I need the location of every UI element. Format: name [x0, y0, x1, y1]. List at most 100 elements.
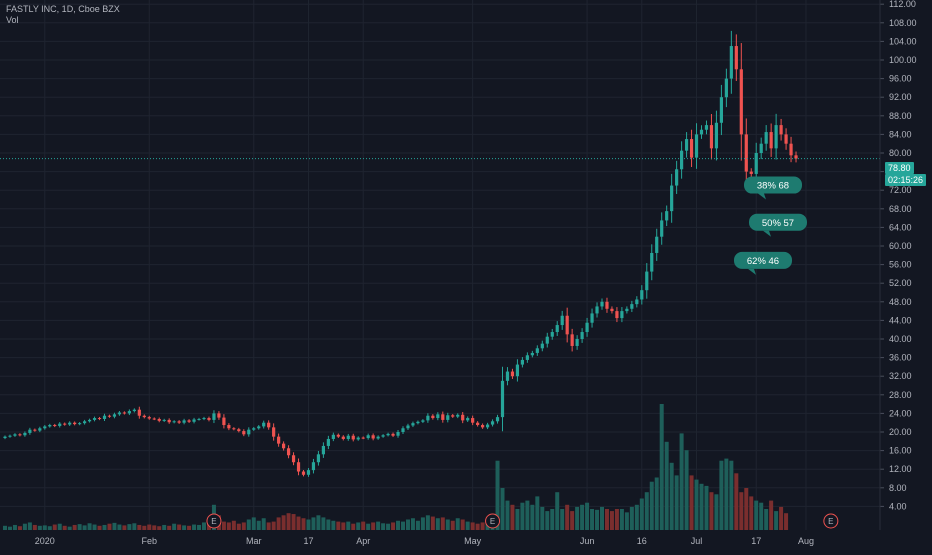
volume-bar: [127, 524, 132, 530]
volume-bar: [356, 522, 361, 530]
candle-body: [590, 313, 594, 323]
candle-body: [92, 418, 97, 420]
earnings-label: E: [490, 517, 495, 526]
candle-body: [555, 325, 559, 333]
volume-bar: [286, 513, 291, 530]
candle-body: [401, 428, 405, 432]
annotation-pointer: [748, 268, 756, 275]
volume-bar: [231, 520, 236, 530]
volume-bar: [590, 509, 595, 530]
candle-body: [38, 428, 42, 431]
earnings-marker[interactable]: E: [823, 513, 839, 529]
volume-bar: [92, 524, 97, 530]
candle-body: [436, 414, 440, 419]
volume-bar: [585, 502, 590, 530]
volume-bar: [624, 512, 629, 530]
candle-body: [759, 143, 763, 153]
volume-bar: [187, 525, 192, 530]
volume-bar: [346, 521, 351, 530]
earnings-circle: [485, 513, 501, 529]
volume-bar: [515, 509, 520, 530]
candle-body: [600, 301, 604, 307]
volume-bar: [420, 517, 425, 530]
candle-body: [660, 220, 664, 237]
volume-bar: [555, 492, 560, 530]
volume-bar: [336, 521, 341, 530]
volume-bar: [749, 496, 754, 530]
candle-body: [495, 417, 500, 422]
symbol-title[interactable]: FASTLY INC, 1D, Cboe BZX: [6, 4, 120, 14]
volume-bar: [609, 511, 614, 530]
volume-bar: [634, 504, 639, 530]
candle-body: [416, 421, 420, 424]
time-tick-label: Mar: [246, 536, 262, 546]
fib-annotation[interactable]: 62% 46: [734, 251, 792, 275]
candle-body: [485, 424, 490, 428]
price-tick-label: 48.00: [889, 297, 912, 307]
candle-body: [341, 436, 345, 439]
candle-body: [530, 352, 534, 356]
volume-bar: [475, 523, 480, 530]
volume-bar: [405, 519, 410, 530]
volume-bar: [7, 526, 12, 530]
price-tick-label: 56.00: [889, 260, 912, 270]
volume-bar: [465, 521, 470, 530]
volume-bar: [510, 504, 515, 530]
candle-body: [754, 153, 758, 174]
volume-bar: [505, 500, 510, 530]
volume-bar: [246, 519, 251, 530]
volume-bar: [316, 515, 321, 530]
candle-body: [545, 336, 549, 344]
volume-bar: [117, 524, 122, 530]
candle-body: [207, 418, 211, 420]
volume-bar: [744, 488, 749, 530]
volume-bar: [112, 522, 117, 530]
candle-body: [127, 411, 131, 414]
volume-bar: [271, 521, 276, 530]
volume-bar: [709, 492, 714, 530]
candle-body: [565, 315, 569, 335]
candle-body: [97, 418, 102, 420]
time-axis[interactable]: 2020 Feb Mar 17 Apr May Jun 16 Jul 17 Aug: [35, 536, 814, 546]
volume-bar: [495, 460, 500, 530]
price-tick-label: 40.00: [889, 334, 912, 344]
candle-body: [217, 413, 221, 418]
candle-body: [650, 252, 654, 272]
earnings-marker[interactable]: E: [206, 513, 222, 529]
candle-body: [321, 445, 325, 455]
candle-body: [107, 415, 112, 417]
price-axis[interactable]: 4.00 8.00 12.00 16.00 20.00 24.00 28.00 32.00 36…: [879, 0, 917, 530]
volume-bars: [3, 404, 789, 530]
candle-body: [431, 415, 435, 419]
time-tick-label: May: [464, 536, 482, 546]
volume-bar: [37, 525, 42, 530]
volume-bar: [27, 522, 32, 530]
candle-body: [48, 425, 52, 427]
fib-annotation[interactable]: 50% 57: [749, 213, 807, 237]
volume-bar: [440, 517, 445, 530]
candle-body: [615, 311, 619, 319]
candle-body: [291, 455, 296, 463]
fib-annotation[interactable]: 38% 68: [744, 176, 802, 200]
volume-bar: [256, 520, 261, 530]
candle-body: [640, 290, 644, 300]
candle-body: [744, 134, 748, 172]
candle-body: [366, 435, 370, 439]
volume-bar: [639, 498, 644, 530]
candle-body: [336, 434, 340, 437]
candle-body: [147, 417, 151, 419]
volume-bar: [401, 521, 405, 530]
candle-body: [346, 435, 350, 439]
earnings-marker[interactable]: E: [485, 513, 501, 529]
price-tick-label: 44.00: [889, 315, 912, 325]
candle-body: [729, 46, 733, 79]
price-tick-label: 16.00: [889, 446, 912, 456]
volume-label[interactable]: Vol: [6, 15, 19, 25]
volume-bar: [62, 525, 67, 530]
candle-body: [625, 308, 629, 312]
annotation-text: 62% 46: [747, 256, 779, 267]
candle-body: [446, 415, 450, 420]
volume-bar: [784, 513, 789, 530]
candle-body: [699, 129, 704, 135]
